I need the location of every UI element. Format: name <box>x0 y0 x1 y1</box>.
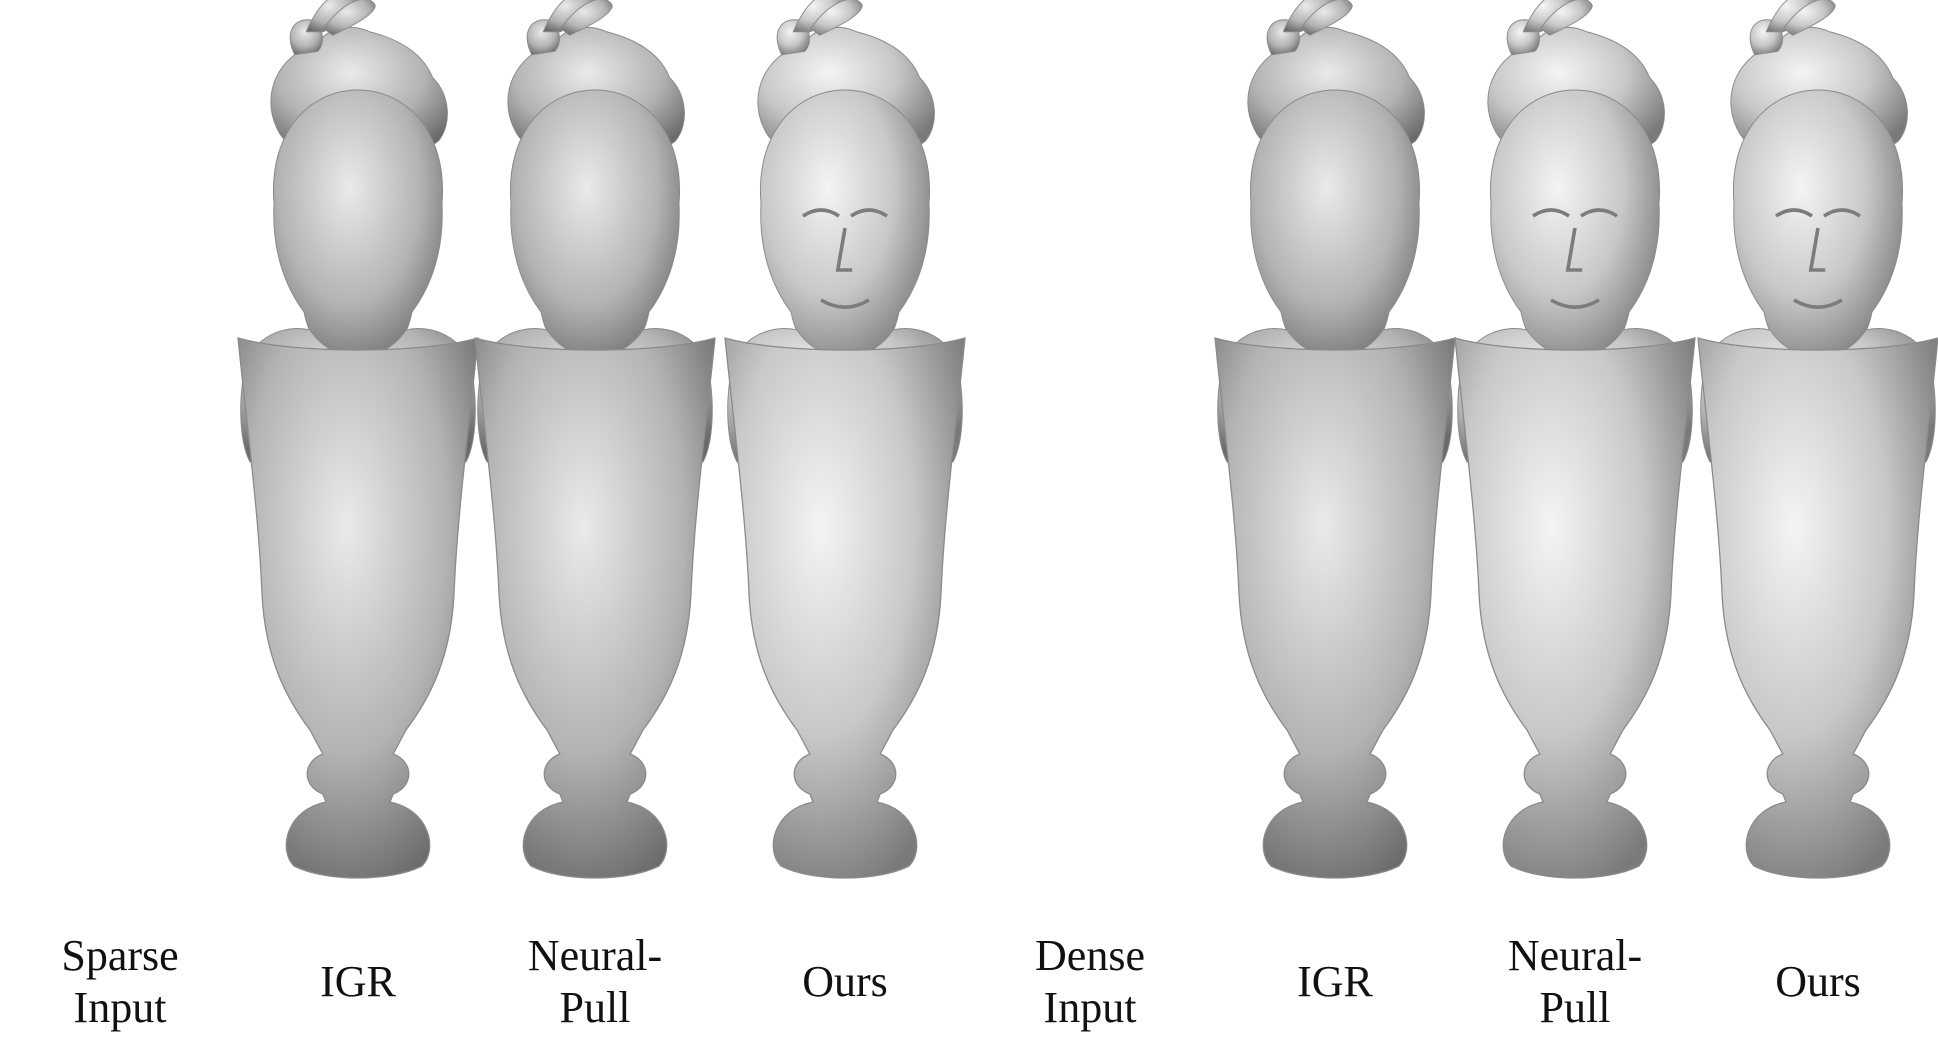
mesh-surface <box>475 338 715 878</box>
cell-vase-neural-pull-sparse <box>475 338 716 889</box>
cell-bunny-sparse-input <box>27 0 211 159</box>
label-line: Ours <box>1718 956 1918 1008</box>
column-label-ours-dense: Ours <box>1718 956 1918 1008</box>
label-line: IGR <box>258 956 458 1008</box>
column-label-neural-pull-sparse: Neural- Pull <box>495 930 695 1034</box>
column-label-igr-sparse: IGR <box>258 956 458 1008</box>
cell-vase-sparse-input <box>0 334 246 880</box>
cell-bust-dense-input <box>969 89 1210 462</box>
mesh-surface <box>1455 338 1695 878</box>
cell-vase-igr-sparse <box>238 338 501 878</box>
column-label-sparse-input: Sparse Input <box>20 930 220 1034</box>
cell-vase-ours-sparse <box>725 338 965 878</box>
cell-bunny-dense-input <box>997 0 1183 159</box>
column-label-neural-pull-dense: Neural- Pull <box>1475 930 1675 1034</box>
cell-vase-igr-dense <box>1215 338 1480 878</box>
point-cloud <box>0 89 241 460</box>
label-line: Neural- <box>1475 930 1675 982</box>
mesh-surface <box>1215 338 1455 878</box>
label-line: Pull <box>495 982 695 1034</box>
cell-bust-sparse-input <box>0 89 241 460</box>
cell-vase-ours-dense <box>1698 338 1938 878</box>
point-cloud <box>0 334 246 880</box>
label-line: Sparse <box>20 930 220 982</box>
label-line: Dense <box>990 930 1190 982</box>
column-label-igr-dense: IGR <box>1235 956 1435 1008</box>
label-line: Input <box>990 982 1190 1034</box>
label-line: Neural- <box>495 930 695 982</box>
point-cloud <box>27 0 211 159</box>
point-cloud <box>964 334 1216 879</box>
cell-vase-dense-input <box>964 334 1216 879</box>
label-line: Input <box>20 982 220 1034</box>
label-line: Ours <box>745 956 945 1008</box>
cell-vase-neural-pull-dense <box>1455 338 1695 878</box>
point-cloud <box>969 89 1210 462</box>
column-label-dense-input: Dense Input <box>990 930 1190 1034</box>
point-cloud <box>997 0 1183 159</box>
label-line: Pull <box>1475 982 1675 1034</box>
mesh-surface <box>725 338 965 878</box>
mesh-surface <box>238 338 478 878</box>
label-line: IGR <box>1235 956 1435 1008</box>
column-label-ours-sparse: Ours <box>745 956 945 1008</box>
mesh-surface <box>1698 338 1938 878</box>
